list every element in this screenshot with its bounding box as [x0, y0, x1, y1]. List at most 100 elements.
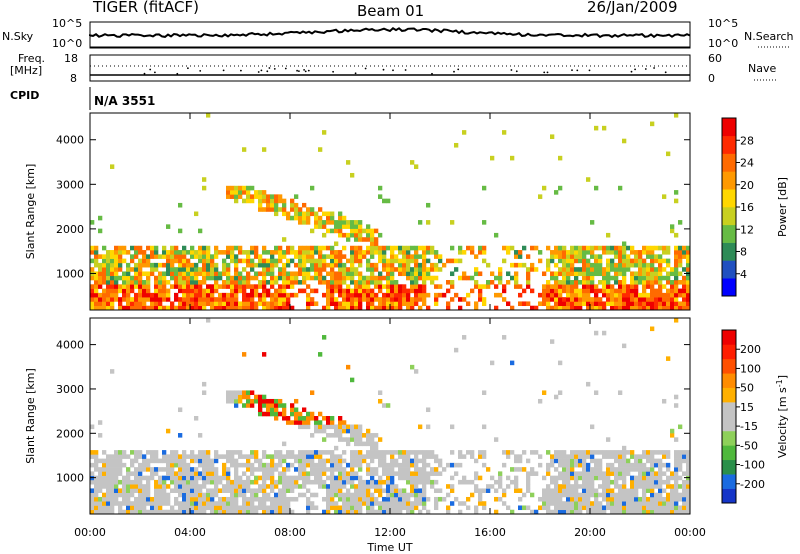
velocity-cell: [138, 475, 143, 481]
power-cell: [266, 288, 271, 294]
power-cell: [598, 254, 603, 259]
velocity-cell: [270, 458, 275, 464]
power-cell: [418, 288, 423, 294]
power-cell: [290, 275, 295, 281]
power-cell: [242, 147, 247, 152]
power-cell: [350, 301, 355, 307]
velocity-cell: [610, 509, 615, 515]
power-cell: [214, 284, 219, 289]
power-cell: [502, 130, 507, 135]
velocity-cell: [542, 505, 547, 511]
power-cell: [354, 220, 359, 225]
velocity-cell: [406, 496, 411, 502]
power-cell: [290, 284, 295, 289]
power-cell: [606, 232, 611, 238]
power-cell: [126, 301, 131, 307]
velocity-cell: [130, 505, 135, 511]
velocity-cell: [670, 505, 675, 511]
power-cell: [610, 262, 615, 268]
velocity-cell: [642, 475, 647, 481]
power-cell: [326, 220, 331, 225]
velocity-cell: [406, 450, 411, 455]
power-cell: [602, 288, 607, 294]
power-cell: [378, 275, 383, 281]
velocity-cell: [318, 428, 323, 434]
velocity-cell: [434, 496, 439, 502]
power-cell: [482, 250, 487, 255]
power-cell: [462, 130, 467, 135]
power-cell: [126, 305, 131, 311]
power-cell: [434, 301, 439, 307]
velocity-cell: [526, 488, 531, 493]
power-cell: [426, 220, 431, 225]
velocity-cell: [570, 450, 575, 455]
power-colorbar-swatch: [722, 118, 736, 137]
power-cell: [682, 267, 687, 272]
velocity-cell: [298, 458, 303, 464]
freq-jump-dot: [222, 69, 225, 72]
velocity-cell: [358, 509, 363, 515]
power-cell: [582, 267, 587, 272]
power-cell: [154, 288, 159, 294]
power-cell: [638, 267, 643, 272]
power-cell: [234, 254, 239, 259]
power-cell: [282, 301, 287, 307]
power-cell: [274, 250, 279, 255]
velocity-cell: [294, 398, 299, 404]
velocity-cell: [522, 450, 527, 455]
power-cell: [330, 275, 335, 281]
velocity-cell: [686, 471, 691, 476]
velocity-cell: [130, 471, 135, 476]
velocity-cell: [334, 467, 339, 472]
velocity-cell: [338, 505, 343, 511]
velocity-cell: [422, 501, 427, 506]
velocity-cell: [182, 471, 187, 476]
velocity-cell: [238, 398, 243, 404]
velocity-cell: [254, 479, 259, 485]
velocity-cell: [538, 505, 543, 511]
velocity-cell: [278, 505, 283, 511]
velocity-cell: [422, 475, 427, 481]
power-cell: [330, 284, 335, 289]
power-cell: [198, 288, 203, 294]
power-cell: [522, 301, 527, 307]
power-cell: [634, 280, 639, 285]
power-cell: [342, 275, 347, 281]
velocity-cell: [598, 475, 603, 481]
power-cell: [290, 250, 295, 255]
velocity-cell: [214, 458, 219, 464]
velocity-cell: [318, 352, 323, 357]
velocity-cell: [198, 475, 203, 481]
power-cell: [174, 284, 179, 289]
velocity-cell: [514, 488, 519, 493]
power-cell: [326, 292, 331, 298]
power-cell: [578, 258, 583, 264]
velocity-cell: [418, 424, 423, 430]
velocity-colorbar-tick-label: 50: [740, 382, 754, 395]
power-cell: [426, 258, 431, 264]
velocity-cell: [622, 479, 627, 485]
velocity-cell: [298, 475, 303, 481]
velocity-cell: [166, 454, 171, 459]
power-cell: [390, 250, 395, 255]
power-cell: [586, 267, 591, 272]
power-cell: [122, 245, 127, 251]
power-cell: [402, 258, 407, 264]
velocity-cell: [490, 360, 495, 366]
power-cell: [290, 207, 295, 212]
velocity-cell: [266, 398, 271, 404]
power-cell: [678, 220, 683, 225]
power-colorbar-swatch: [722, 189, 736, 208]
velocity-cell: [298, 492, 303, 498]
power-cell: [618, 185, 623, 191]
velocity-cell: [650, 479, 655, 485]
velocity-cell: [582, 479, 587, 485]
power-cell: [626, 297, 631, 302]
velocity-cell: [454, 347, 459, 353]
velocity-cell: [298, 420, 303, 425]
velocity-cell: [290, 411, 295, 417]
power-cell: [590, 271, 595, 277]
velocity-cell: [294, 467, 299, 472]
velocity-cell: [518, 454, 523, 459]
power-cell: [194, 305, 199, 311]
